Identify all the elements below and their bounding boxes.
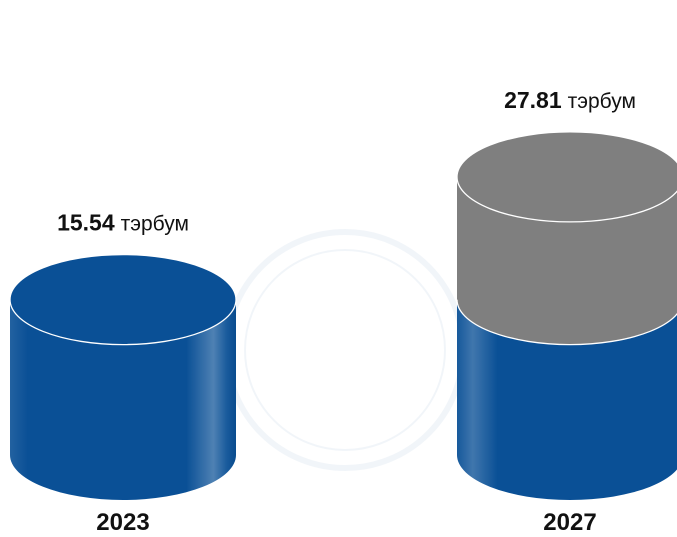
bar-highlight-2027 (457, 299, 677, 500)
value-label-2027: 27.81 тэрбум (504, 87, 636, 113)
cylinder-2023 (9, 253, 237, 500)
bars-group (9, 131, 677, 500)
value-number: 27.81 (504, 87, 562, 113)
bar-top-2023 (9, 253, 237, 346)
labels-group: 15.54 тэрбум 2023 27.81 тэрбум 2027 (57, 87, 636, 536)
value-number: 15.54 (57, 210, 115, 236)
bar-seam-2027 (456, 299, 677, 346)
category-label-2027: 2027 (543, 509, 596, 536)
value-unit: тэрбум (568, 90, 636, 113)
bar-highlight-2023 (10, 299, 236, 500)
cylinder-2027 (456, 131, 677, 500)
value-label-2023: 15.54 тэрбум (57, 210, 189, 236)
value-unit: тэрбум (121, 213, 189, 236)
category-label-2023: 2023 (96, 509, 149, 536)
watermark (224, 229, 466, 471)
bar-top-2027 (456, 131, 677, 223)
bar-segment-growth-2027 (457, 176, 677, 345)
